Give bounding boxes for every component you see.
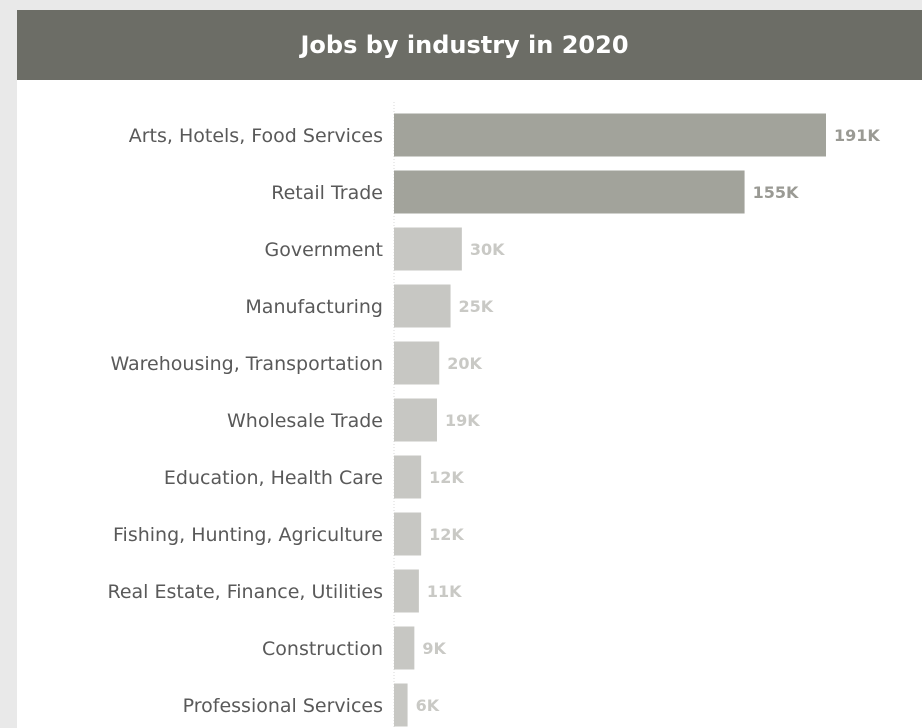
bar [394,455,422,499]
category-label: Wholesale Trade [227,410,383,432]
category-label: Retail Trade [271,182,383,204]
bar [394,683,408,727]
bar-chart: Arts, Hotels, Food Services 191K Retail Tr… [108,102,880,728]
bar [394,341,440,385]
value-label: 191K [834,126,880,145]
value-label: 12K [429,468,464,487]
bar [394,569,419,613]
value-label: 30K [470,240,505,259]
category-label: Warehousing, Transportation [110,353,383,375]
category-label: Manufacturing [245,296,383,318]
chart-title: Jobs by industry in 2020 [300,31,629,59]
value-label: 9K [422,639,446,658]
value-label: 25K [459,297,494,316]
category-label: Real Estate, Finance, Utilities [108,581,384,603]
value-label: 155K [753,183,799,202]
bar [394,284,451,328]
bar [394,626,415,670]
category-label: Professional Services [183,695,383,717]
category-label: Fishing, Hunting, Agriculture [113,524,383,546]
bar [394,398,437,442]
category-label: Government [265,239,384,261]
title-bar: Jobs by industry in 2020 [17,10,922,80]
value-label: 12K [429,525,464,544]
value-label: 11K [427,582,462,601]
chart-panel: Jobs by industry in 2020 Arts, Hotels, F… [17,10,922,728]
value-label: 20K [447,354,482,373]
bar [394,113,826,157]
category-label: Construction [262,638,383,660]
bar [394,227,462,271]
category-label: Education, Health Care [164,467,383,489]
category-label: Arts, Hotels, Food Services [129,125,383,147]
bar [394,512,422,556]
value-label: 6K [416,696,440,715]
value-label: 19K [445,411,480,430]
bar [394,170,745,214]
